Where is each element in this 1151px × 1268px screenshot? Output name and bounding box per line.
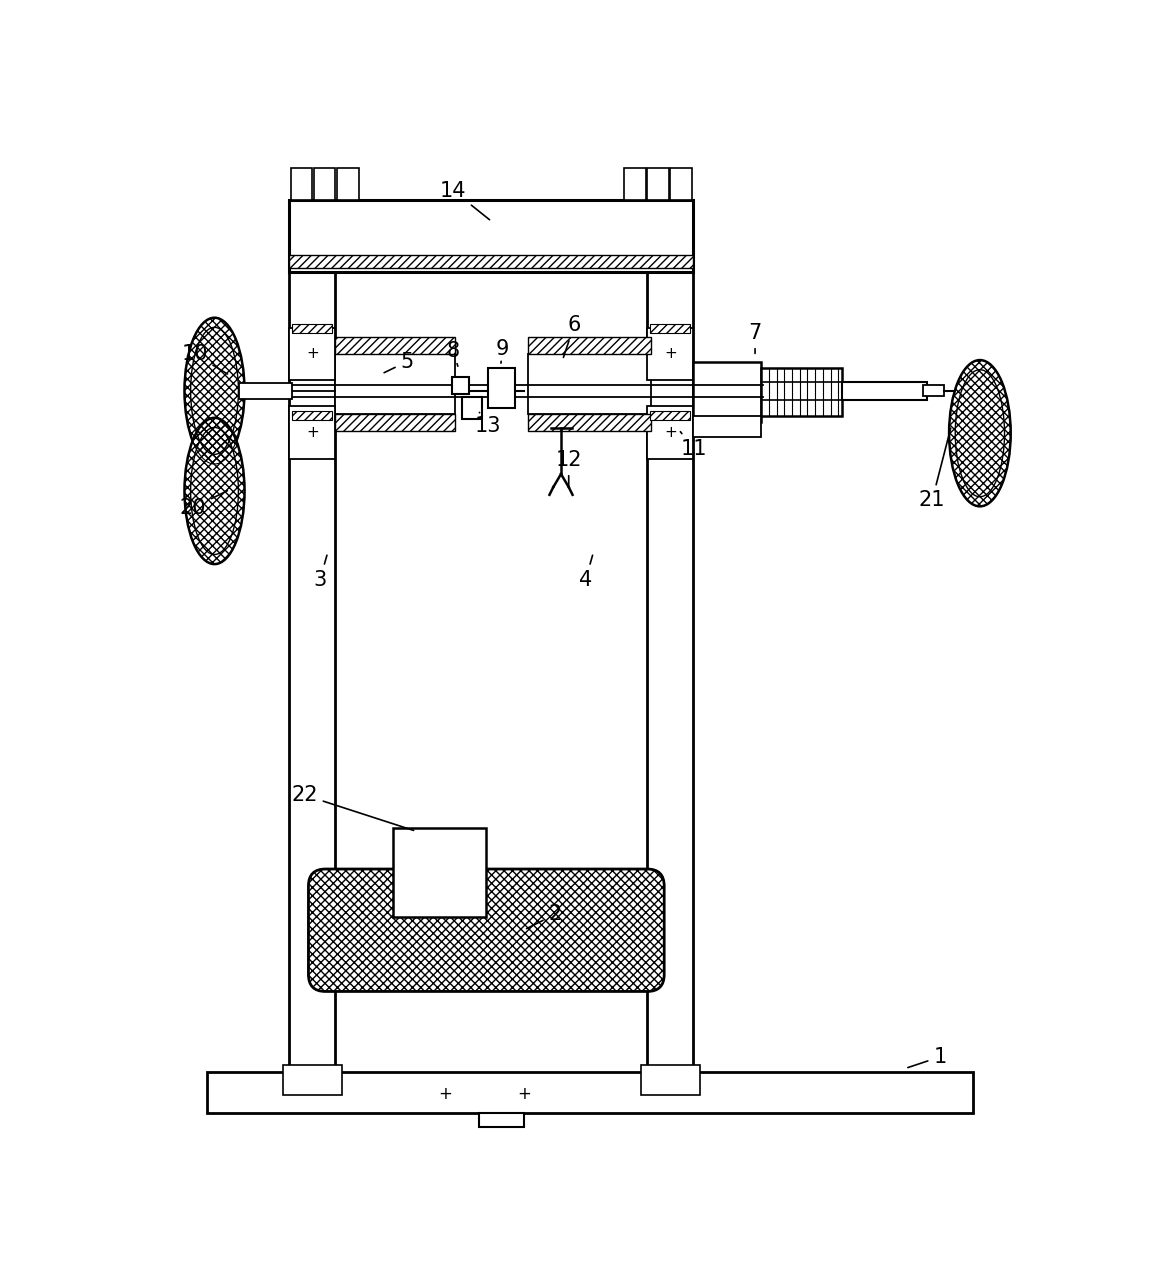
Bar — [463, 397, 482, 418]
Bar — [335, 354, 455, 413]
Text: 13: 13 — [474, 412, 501, 435]
Bar — [289, 327, 335, 380]
Bar — [693, 416, 761, 437]
Bar — [647, 264, 693, 1073]
Text: 10: 10 — [181, 344, 228, 374]
Bar — [647, 406, 693, 459]
Text: +: + — [306, 346, 319, 361]
Ellipse shape — [184, 318, 244, 464]
Text: 4: 4 — [579, 555, 593, 590]
Bar — [647, 167, 669, 200]
Text: 7: 7 — [748, 323, 762, 354]
Text: 11: 11 — [680, 431, 707, 459]
Bar — [923, 385, 945, 397]
Bar — [528, 337, 651, 354]
Text: +: + — [664, 425, 677, 440]
Bar — [650, 323, 691, 333]
Bar — [292, 411, 333, 420]
Text: 20: 20 — [180, 491, 228, 517]
Bar — [480, 1113, 524, 1127]
Text: 22: 22 — [291, 785, 413, 831]
Bar — [337, 167, 358, 200]
Bar — [641, 1065, 700, 1096]
Bar — [239, 383, 291, 398]
Bar — [289, 264, 335, 1073]
Text: 14: 14 — [440, 180, 489, 219]
Bar — [335, 413, 455, 431]
Ellipse shape — [184, 418, 244, 564]
Bar — [647, 327, 693, 380]
Text: +: + — [517, 1085, 531, 1103]
Text: +: + — [439, 1085, 452, 1103]
Text: 3: 3 — [313, 555, 327, 590]
Text: 12: 12 — [556, 450, 582, 487]
Bar — [761, 368, 843, 416]
Bar — [283, 1065, 342, 1096]
Bar — [624, 167, 646, 200]
Text: 8: 8 — [447, 341, 459, 366]
Bar — [394, 828, 486, 917]
Bar — [693, 361, 761, 422]
Bar — [528, 413, 651, 431]
Bar — [289, 255, 693, 269]
Bar — [289, 200, 693, 271]
Text: 1: 1 — [908, 1047, 946, 1068]
Bar — [314, 167, 335, 200]
Ellipse shape — [950, 360, 1011, 506]
Text: 2: 2 — [526, 904, 562, 928]
Text: +: + — [306, 425, 319, 440]
Bar — [292, 323, 333, 333]
Bar — [670, 167, 692, 200]
Text: 5: 5 — [384, 351, 413, 373]
Bar — [528, 354, 651, 413]
Bar — [843, 382, 927, 401]
Text: 9: 9 — [496, 339, 509, 363]
Bar — [488, 368, 514, 408]
Bar — [335, 337, 455, 354]
Bar — [289, 406, 335, 459]
Text: 6: 6 — [564, 316, 581, 358]
Text: +: + — [664, 346, 677, 361]
FancyBboxPatch shape — [308, 869, 664, 992]
Bar — [207, 1073, 973, 1113]
Bar — [452, 377, 470, 394]
Bar — [291, 167, 312, 200]
Bar — [650, 411, 691, 420]
Text: 21: 21 — [918, 429, 951, 510]
